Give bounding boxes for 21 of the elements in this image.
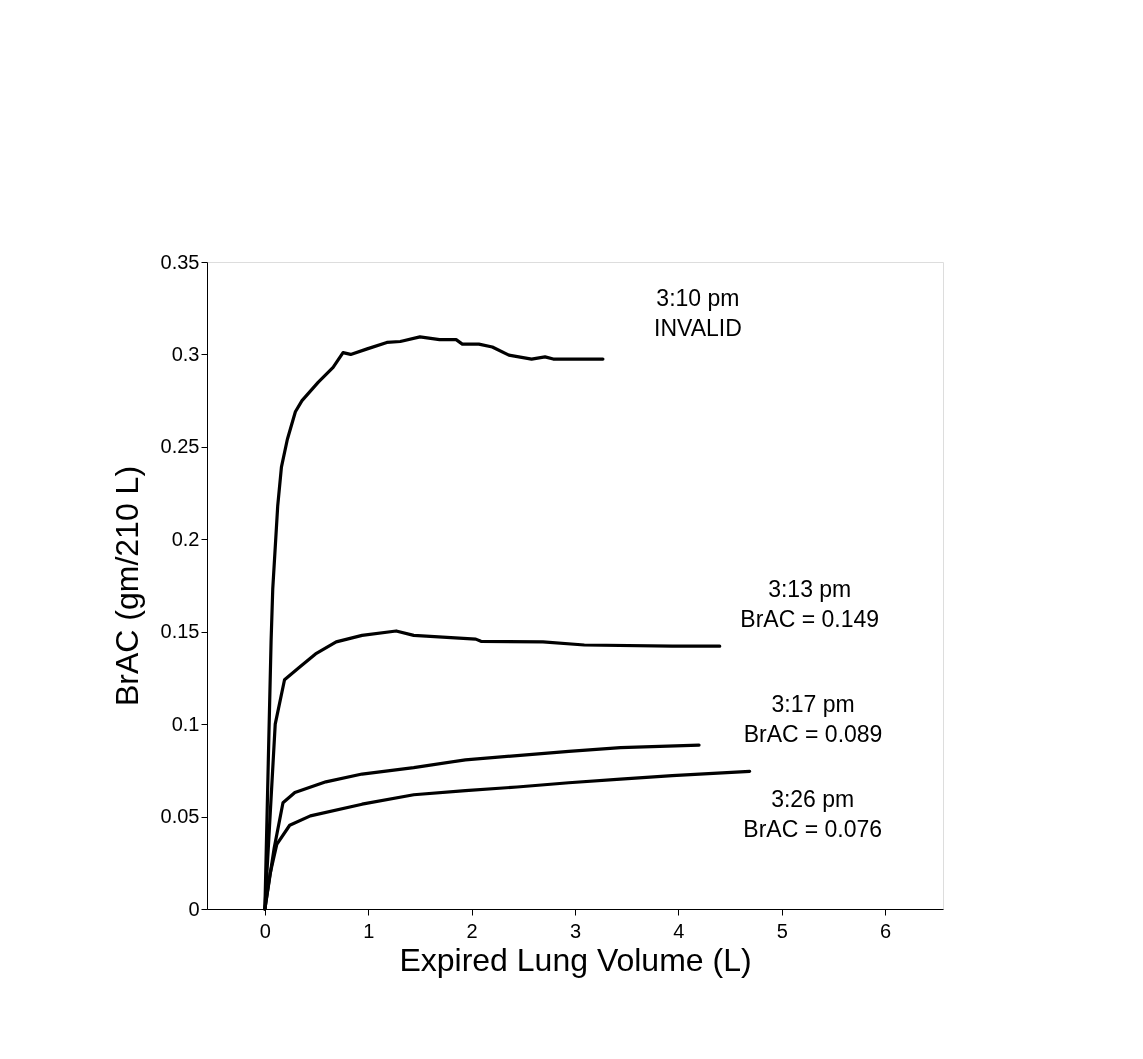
x-tick-label: 1 <box>363 919 375 942</box>
y-tick-label: 0 <box>188 897 200 920</box>
annotation: 3:26 pm BrAC = 0.076 <box>743 786 883 843</box>
annotation: 3:10 pm INVALID <box>654 285 742 342</box>
x-tick-label: 0 <box>259 919 271 942</box>
y-tick-label: 0.2 <box>171 527 200 550</box>
x-tick-label: 6 <box>880 919 892 942</box>
y-tick-label: 0.1 <box>171 712 200 735</box>
annotation: 3:17 pm BrAC = 0.089 <box>743 691 883 748</box>
x-tick-label: 2 <box>466 919 478 942</box>
y-tick-label: 0.25 <box>160 435 200 458</box>
y-tick-label: 0.3 <box>171 342 200 365</box>
y-axis-title: BrAC (gm/210 L) <box>108 465 145 707</box>
y-tick-label: 0.35 <box>160 250 200 273</box>
y-tick-label: 0.15 <box>160 620 200 643</box>
x-tick-label: 3 <box>569 919 582 942</box>
annotation: 3:13 pm BrAC = 0.149 <box>740 576 880 633</box>
x-tick-label: 4 <box>673 919 685 942</box>
y-tick-label: 0.05 <box>160 805 200 828</box>
x-axis-title: Expired Lung Volume (L) <box>399 941 752 978</box>
x-tick-label: 5 <box>776 919 788 942</box>
